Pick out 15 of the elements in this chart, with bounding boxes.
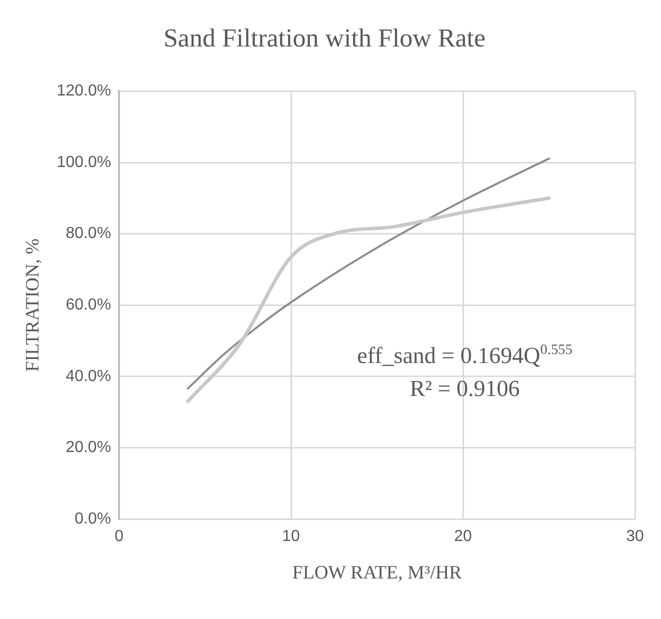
y-tick-label: 100.0% [56, 154, 112, 171]
x-tick-label: 30 [626, 528, 644, 546]
annotation: R² = 0.9106 [410, 376, 520, 401]
y-tick-label: 40.0% [66, 368, 112, 385]
y-tick-label: 20.0% [66, 439, 112, 456]
y-tick-label: 60.0% [66, 296, 112, 314]
x-tick-label: 20 [454, 528, 472, 546]
chart-title: Sand Filtration with Flow Rate [163, 23, 486, 52]
x-axis-title: FLOW RATE, M³/HR [292, 562, 462, 584]
y-tick-label: 120.0% [56, 82, 112, 100]
y-tick-label: 0.0% [74, 510, 112, 528]
x-tick-label: 0 [114, 528, 124, 546]
y-tick-label: 80.0% [66, 225, 112, 242]
x-tick-label: 10 [282, 528, 300, 546]
y-axis-title: FILTRATION, % [22, 238, 44, 372]
